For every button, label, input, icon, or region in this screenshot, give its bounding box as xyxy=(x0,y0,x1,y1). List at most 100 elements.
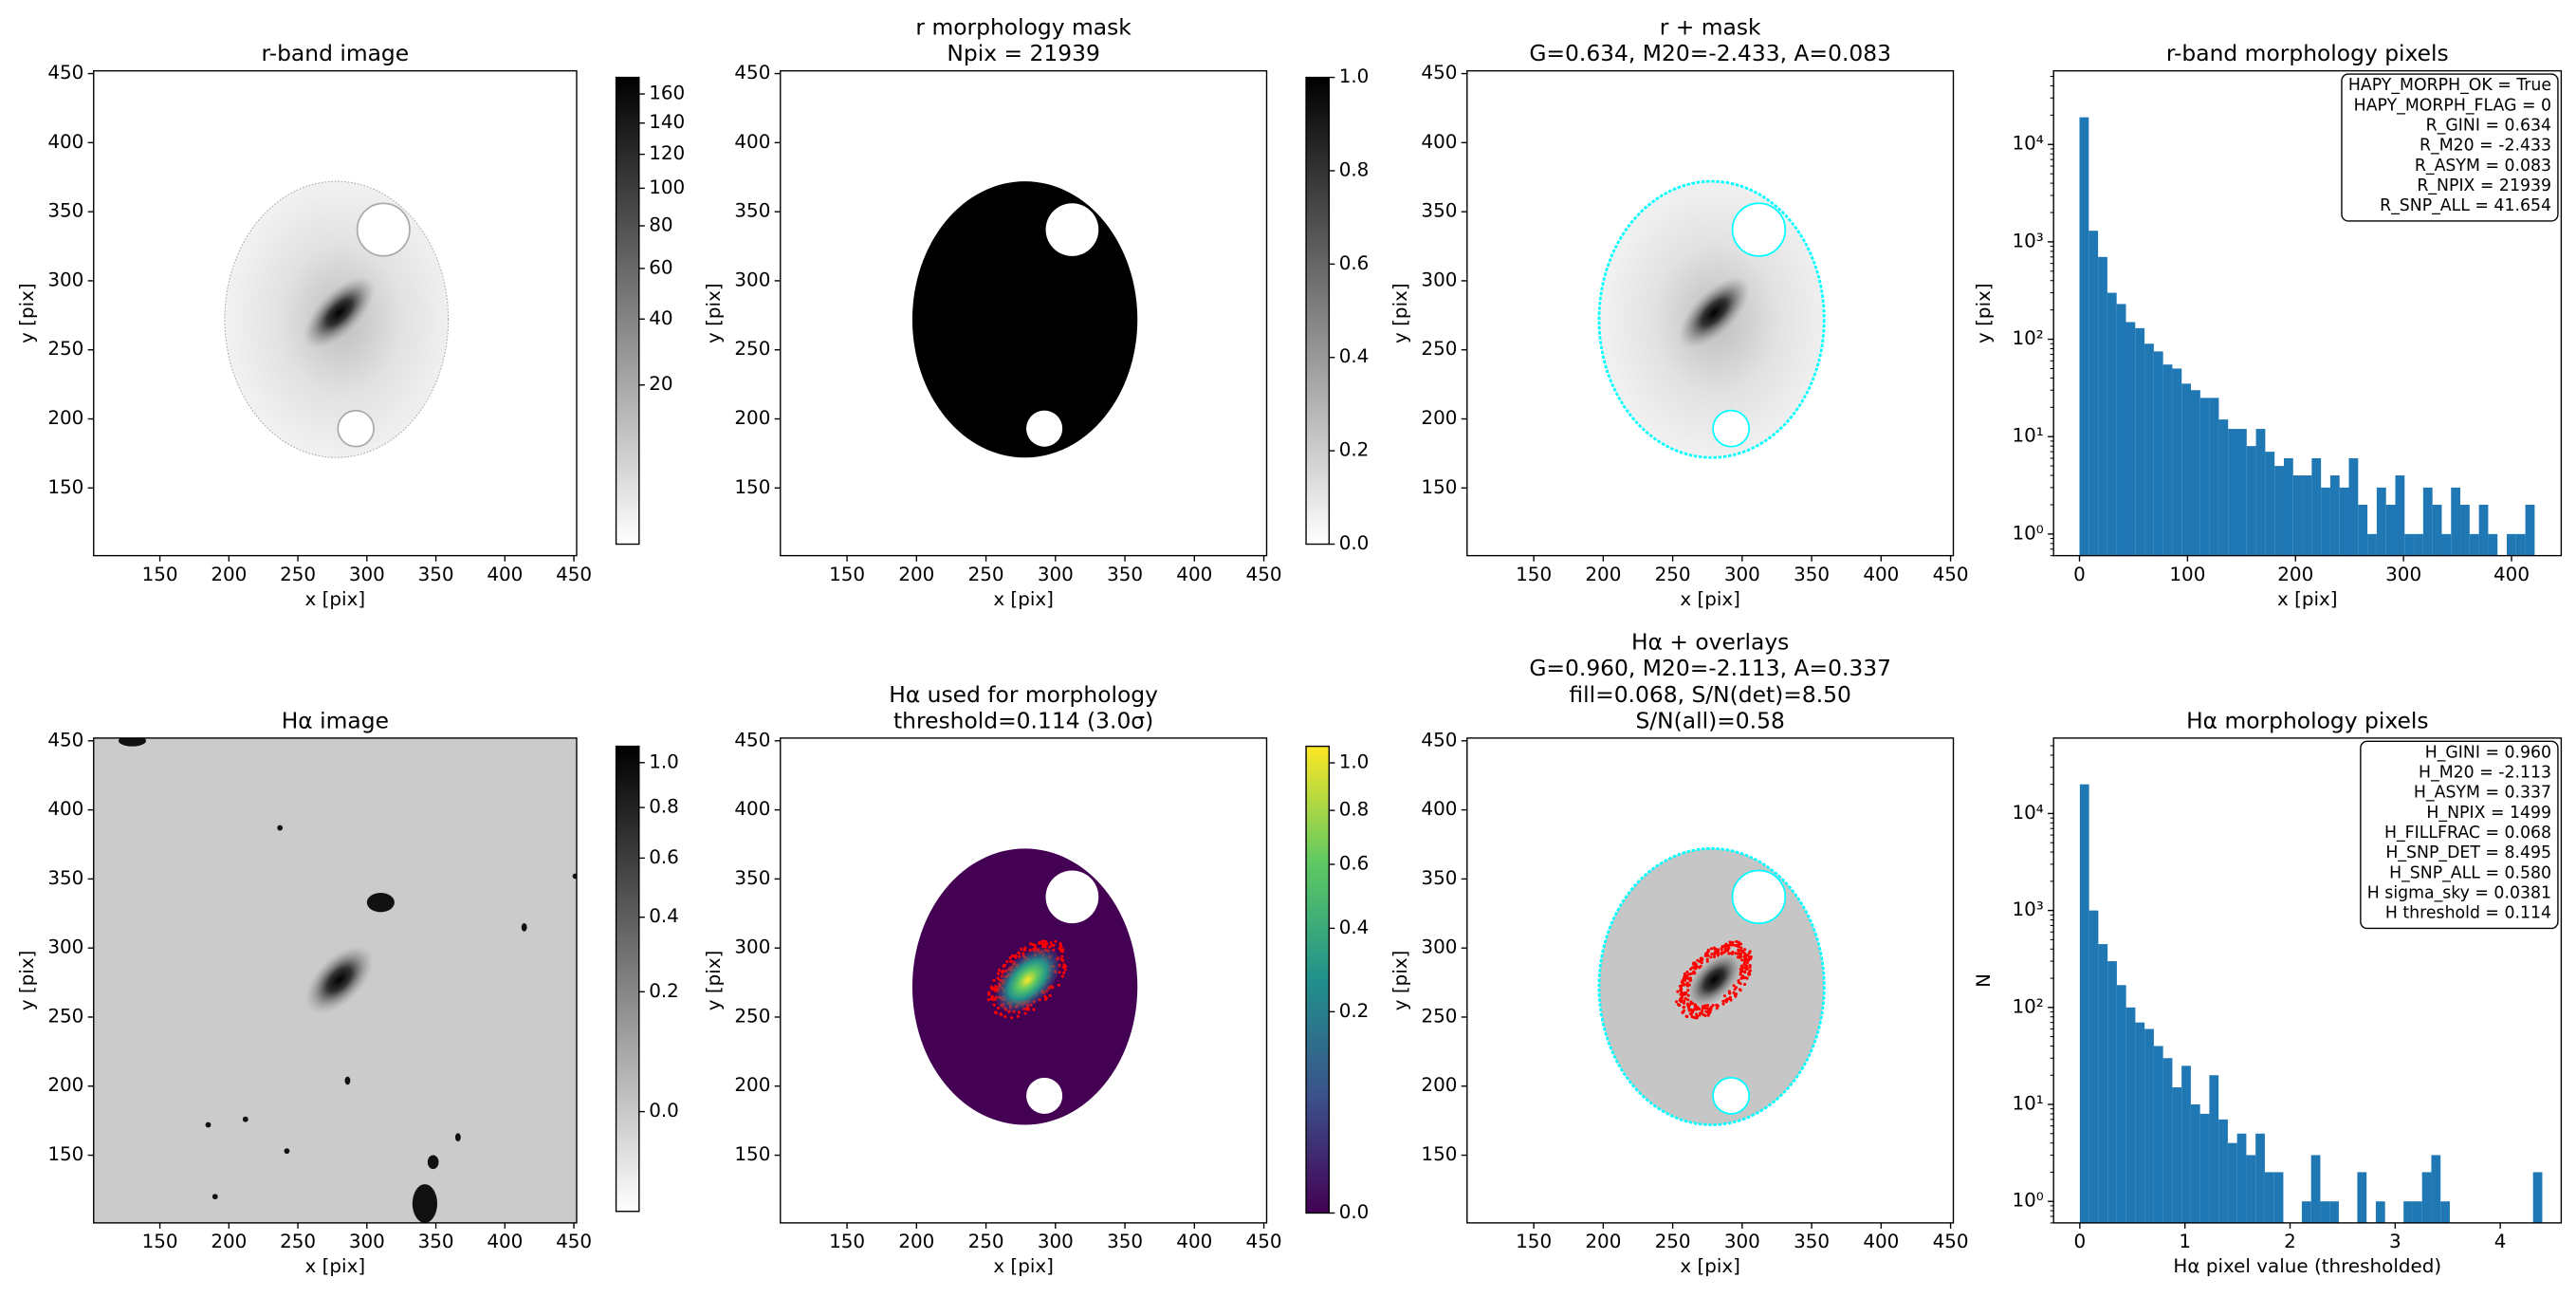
overlay-point xyxy=(1709,947,1713,951)
source xyxy=(521,922,527,932)
annotation-line: H_FILLFRAC = 0.068 xyxy=(2384,824,2551,843)
annotation-line: H_GINI = 0.960 xyxy=(2425,743,2551,762)
overlay-point xyxy=(1731,951,1735,954)
overlay-point xyxy=(1738,988,1741,991)
bar xyxy=(2264,1172,2274,1223)
y-axis-label: y [pix] xyxy=(703,283,725,343)
y-tick-label: 350 xyxy=(47,867,83,889)
bar xyxy=(2412,1201,2422,1223)
y-tick-label: 150 xyxy=(734,1143,770,1165)
y-tick-label: 250 xyxy=(734,338,770,360)
colorbar xyxy=(1305,76,1330,546)
y-tick-label: 200 xyxy=(1421,1074,1457,1096)
chart-title: Hα + overlays xyxy=(1631,628,1789,655)
chart-title: r morphology mask xyxy=(915,14,1132,41)
colorbar-tick-label: 0.4 xyxy=(649,905,679,927)
bar xyxy=(2421,1172,2432,1223)
annotation-line: R_SNP_ALL = 41.654 xyxy=(2380,196,2551,215)
source xyxy=(205,1121,212,1128)
annotation-line: H_NPIX = 1499 xyxy=(2426,804,2551,823)
overlay-point xyxy=(1684,996,1687,1000)
y-axis-label: y [pix] xyxy=(1973,283,1995,343)
x-tick-label: 250 xyxy=(280,1231,316,1252)
x-tick-label: 450 xyxy=(1246,1231,1282,1252)
overlay-point xyxy=(1686,993,1690,997)
bar xyxy=(2292,475,2303,556)
y-tick-label: 450 xyxy=(47,62,83,83)
chart-title: r-band morphology pixels xyxy=(2166,40,2449,66)
bar xyxy=(2218,419,2229,556)
overlay-point xyxy=(1685,998,1690,1002)
y-tick-label: 10⁴ xyxy=(2012,133,2043,155)
overlay-point xyxy=(1060,954,1064,958)
y-tick-label: 450 xyxy=(1421,62,1457,83)
bar xyxy=(2339,487,2349,556)
image xyxy=(911,181,1138,458)
panel: 150 200 250 300 350 400 450 150 200 250 300 350 400 4… xyxy=(16,40,685,610)
overlay-point xyxy=(1747,952,1751,955)
overlay-point xyxy=(1735,943,1739,948)
overlay-point xyxy=(1706,948,1710,952)
bar xyxy=(2302,475,2312,556)
axes-frame xyxy=(780,69,1268,557)
panel: 0 1 2 3 4 10⁰ 10¹ 10² 10³ 10⁴ Hα pixel value (thre… xyxy=(1973,708,2563,1277)
bar xyxy=(2209,1075,2219,1223)
overlay-point xyxy=(1063,968,1067,972)
y-tick-label: 250 xyxy=(1421,338,1457,360)
x-tick-label: 150 xyxy=(829,1231,865,1252)
overlay-point xyxy=(1715,1007,1719,1010)
overlay-point xyxy=(1686,973,1691,976)
overlay-point xyxy=(1708,1007,1712,1010)
x-tick-label: 400 xyxy=(2493,564,2530,585)
source xyxy=(118,737,147,747)
overlay-point xyxy=(1727,946,1731,950)
image xyxy=(224,180,450,458)
overlay-point xyxy=(1684,973,1687,977)
overlay-point xyxy=(1054,939,1058,943)
colorbar-tick-label: 40 xyxy=(649,307,672,329)
overlay-point xyxy=(1724,1000,1728,1004)
source xyxy=(572,873,577,880)
mask-hole xyxy=(1045,870,1099,924)
colorbar-tick-label: 80 xyxy=(649,214,672,236)
chart-title: G=0.634, M20=-2.433, A=0.083 xyxy=(1529,40,1891,66)
bar xyxy=(2320,1201,2330,1223)
overlay-point xyxy=(1714,948,1718,952)
overlay-point xyxy=(1695,1015,1700,1019)
y-tick-label: 450 xyxy=(734,729,770,750)
y-tick-label: 250 xyxy=(734,1005,770,1027)
overlay-point xyxy=(1038,941,1041,945)
bar xyxy=(2367,533,2377,556)
y-tick-label: 10³ xyxy=(2012,230,2043,251)
y-tick-label: 300 xyxy=(1421,936,1457,958)
y-axis-label: y [pix] xyxy=(16,283,38,343)
bar xyxy=(2144,1028,2154,1223)
overlay-point xyxy=(1698,1007,1702,1011)
axes-frame xyxy=(780,737,1268,1224)
overlay-point xyxy=(1674,1000,1679,1004)
colorbar-tick-label: 20 xyxy=(649,373,672,395)
x-tick-label: 400 xyxy=(1176,1231,1212,1252)
y-tick-label: 150 xyxy=(1421,476,1457,498)
bar xyxy=(2273,1172,2284,1223)
colorbar xyxy=(615,745,640,1213)
x-tick-label: 150 xyxy=(142,1231,178,1252)
x-tick-label: 200 xyxy=(1585,1231,1621,1252)
overlay-point xyxy=(1676,990,1680,993)
y-tick-label: 10² xyxy=(2012,995,2043,1017)
axes-frame xyxy=(2052,69,2563,557)
overlay-point xyxy=(1739,982,1742,986)
overlay-point xyxy=(1701,1006,1704,1010)
y-tick-label: 10⁰ xyxy=(2012,522,2043,544)
overlay-point xyxy=(1680,990,1684,993)
annotation-line: H_SNP_ALL = 0.580 xyxy=(2389,863,2551,882)
y-axis-label: y [pix] xyxy=(16,951,38,1011)
x-tick-label: 450 xyxy=(556,564,592,585)
overlay-point xyxy=(1732,991,1736,994)
overlay-point xyxy=(1687,983,1691,987)
y-tick-label: 200 xyxy=(1421,407,1457,429)
x-tick-label: 4 xyxy=(2494,1231,2507,1252)
overlay-point xyxy=(1720,951,1724,954)
overlay-point xyxy=(1743,966,1748,970)
bar xyxy=(2246,446,2256,556)
